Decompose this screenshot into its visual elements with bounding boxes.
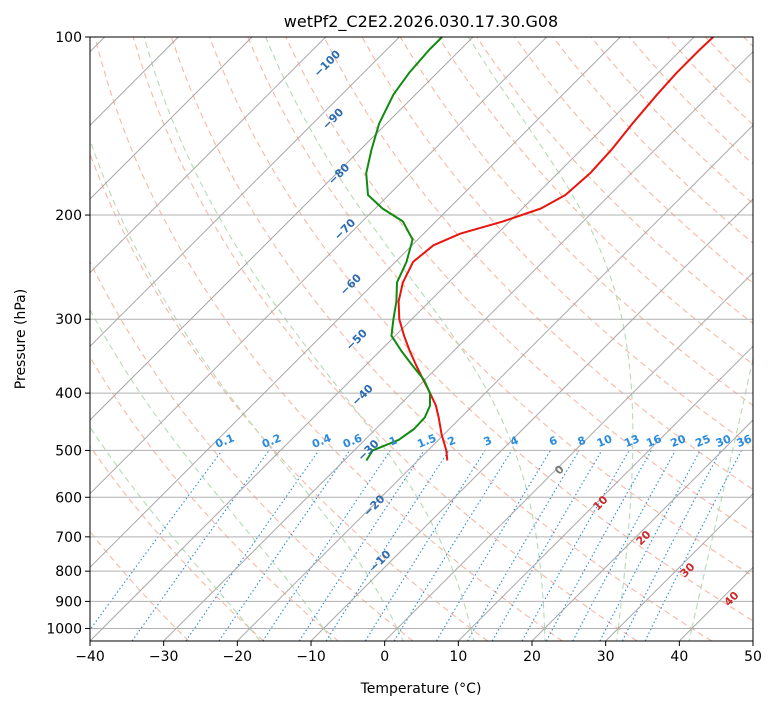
dry-adiabat bbox=[90, 445, 264, 641]
y-tick-label: 200 bbox=[55, 208, 82, 224]
y-tick-label: 600 bbox=[55, 490, 82, 506]
mixing-ratio-line bbox=[621, 450, 722, 641]
mixing-ratio-label: 13 bbox=[622, 432, 641, 450]
isotherm bbox=[605, 492, 753, 641]
sounding-profiles bbox=[365, 37, 714, 462]
isotherm bbox=[90, 37, 474, 421]
mixing-ratio-line bbox=[393, 450, 513, 641]
isotherm bbox=[163, 50, 753, 641]
x-tick-label: −30 bbox=[149, 649, 179, 665]
y-tick-label: 500 bbox=[55, 443, 82, 459]
mixing-ratio-line bbox=[218, 450, 351, 641]
moist-adiabat bbox=[265, 37, 546, 641]
dry-adiabat bbox=[94, 37, 563, 641]
isotherm bbox=[90, 37, 621, 569]
dry-adiabat bbox=[514, 37, 753, 284]
plot-frame bbox=[89, 36, 754, 642]
isotherm bbox=[531, 419, 753, 641]
y-tick-label: 400 bbox=[55, 386, 82, 402]
mixing-ratio-line bbox=[545, 450, 652, 641]
y-tick-label: 300 bbox=[55, 312, 82, 328]
moist-adiabat bbox=[143, 37, 475, 641]
moist-adiabat bbox=[90, 426, 261, 641]
x-axis: −40 −30 −20 −10 0 10 20 30 40 50 bbox=[75, 641, 762, 665]
horizontal-gridlines bbox=[90, 37, 753, 629]
mixing-ratio-label: 10 bbox=[595, 432, 614, 450]
isotherm bbox=[90, 37, 327, 274]
x-tick-label: 0 bbox=[380, 649, 389, 665]
dry-adiabat bbox=[170, 37, 712, 641]
dry-adiabat bbox=[208, 37, 753, 622]
mixing-ratio-label: 36 bbox=[735, 432, 754, 450]
x-tick-label: 40 bbox=[670, 649, 688, 665]
x-tick-label: 50 bbox=[744, 649, 762, 665]
mixing-ratio-line bbox=[644, 450, 742, 641]
mixing-ratio-line bbox=[325, 450, 450, 641]
mixing-ratio-line bbox=[521, 450, 630, 641]
moist-adiabat bbox=[468, 37, 634, 641]
mixing-ratio-line bbox=[572, 450, 676, 641]
mixing-ratio-label: 25 bbox=[693, 432, 712, 450]
x-tick-label: 10 bbox=[449, 649, 467, 665]
x-tick-label: −20 bbox=[223, 649, 253, 665]
dry-adiabat bbox=[132, 37, 638, 641]
dry-adiabat bbox=[285, 37, 753, 534]
y-tick-label: 1000 bbox=[46, 621, 82, 637]
skewed-isotherms bbox=[90, 37, 753, 641]
isotherm bbox=[90, 37, 253, 200]
isotherm bbox=[90, 37, 400, 348]
y-axis-label: Pressure (hPa) bbox=[13, 289, 29, 389]
dry-adiabat bbox=[90, 356, 339, 641]
mixing-ratio-label: 16 bbox=[644, 432, 663, 450]
temperature-profile bbox=[397, 37, 714, 461]
dry-adiabat bbox=[90, 260, 414, 641]
y-tick-label: 700 bbox=[55, 530, 82, 546]
mixing-ratio-label: 20 bbox=[669, 432, 688, 450]
x-axis-label: Temperature (°C) bbox=[360, 681, 482, 697]
x-tick-label: 30 bbox=[597, 649, 615, 665]
isotherm bbox=[90, 37, 695, 641]
isotherm bbox=[236, 124, 753, 641]
x-tick-label: 20 bbox=[523, 649, 541, 665]
mixing-ratio-line bbox=[185, 450, 320, 641]
mixing-ratio-label: 30 bbox=[714, 432, 733, 450]
mixing-ratio-label: 2 bbox=[446, 434, 458, 449]
moist-adiabat bbox=[90, 137, 404, 641]
mixing-ratio-label: 1 bbox=[387, 434, 399, 449]
background-curves bbox=[90, 37, 753, 641]
dry-adiabat bbox=[247, 37, 753, 577]
dry-adiabat bbox=[323, 37, 753, 491]
mixing-ratio-label: 8 bbox=[576, 434, 588, 449]
chart-title: wetPf2_C2E2.2026.030.17.30.G08 bbox=[284, 12, 558, 32]
dry-adiabat bbox=[476, 37, 753, 325]
y-axis: 100 200 300 400 500 600 700 800 900 1000 bbox=[46, 30, 90, 637]
mixing-ratio-line bbox=[90, 450, 223, 631]
x-tick-label: −40 bbox=[75, 649, 105, 665]
moist-adiabat bbox=[90, 308, 333, 641]
mixing-ratio-line bbox=[298, 450, 425, 641]
isotherm bbox=[310, 198, 753, 641]
mixing-ratio-line bbox=[262, 450, 391, 641]
mixing-ratio-label: 3 bbox=[482, 434, 494, 449]
x-tick-label: −10 bbox=[296, 649, 326, 665]
y-tick-label: 800 bbox=[55, 564, 82, 580]
y-tick-label: 100 bbox=[55, 30, 82, 46]
moist-adiabat bbox=[688, 355, 753, 641]
plot-area bbox=[90, 37, 753, 641]
isotherm bbox=[457, 345, 753, 641]
isotherm bbox=[90, 37, 548, 495]
y-tick-label: 900 bbox=[55, 594, 82, 610]
isotherm bbox=[384, 271, 753, 641]
dewpoint-profile bbox=[365, 37, 443, 462]
